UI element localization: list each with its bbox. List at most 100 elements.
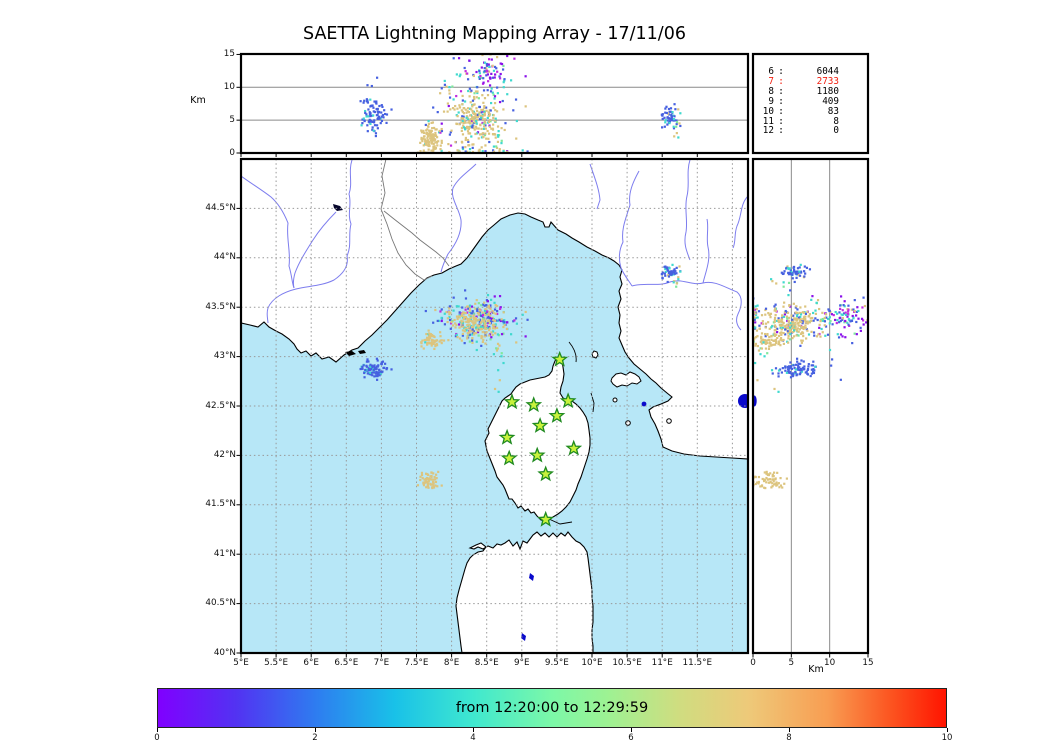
lightning-source-point	[485, 106, 488, 109]
lightning-source-point	[471, 124, 474, 127]
lightning-source-point	[807, 333, 811, 336]
lightning-source-point	[852, 308, 855, 311]
lightning-source-point	[427, 148, 430, 151]
lightning-source-point	[794, 271, 797, 274]
lightning-source-point	[500, 318, 503, 321]
lightning-source-point	[483, 324, 486, 327]
lightning-source-point	[818, 326, 821, 329]
lightning-source-point	[787, 332, 790, 335]
lightning-source-point	[800, 271, 803, 274]
lightning-source-point	[754, 336, 758, 339]
lightning-source-point	[764, 335, 767, 338]
lightning-source-point	[440, 316, 443, 319]
lightning-source-point	[502, 86, 505, 89]
lightning-source-point	[470, 312, 473, 315]
lightning-source-point	[502, 332, 505, 335]
lightning-source-point	[467, 121, 470, 124]
lightning-source-point	[798, 311, 801, 314]
lightning-source-point	[373, 100, 376, 103]
lightning-source-point	[475, 70, 478, 74]
lightning-source-point	[785, 477, 788, 480]
lightning-source-point	[672, 125, 675, 128]
lightning-source-point	[500, 142, 503, 145]
count-colon: :	[778, 125, 784, 137]
lightning-source-point	[760, 342, 763, 345]
lightning-source-point	[479, 314, 482, 317]
count-colon: :	[778, 75, 784, 87]
lightning-source-point	[420, 129, 423, 132]
lightning-source-point	[493, 133, 497, 136]
lightning-source-point	[760, 347, 764, 350]
lightning-source-point	[850, 319, 854, 323]
lightning-source-point	[420, 131, 424, 134]
lma-station-stars	[498, 350, 583, 527]
lightning-source-point	[794, 325, 797, 329]
lightning-source-point	[490, 298, 493, 301]
lightning-source-point	[487, 304, 491, 307]
lightning-source-point	[784, 366, 787, 369]
lightning-source-point	[780, 328, 783, 331]
lightning-source-point	[461, 146, 464, 149]
lightning-source-point	[485, 331, 488, 334]
lightning-source-point	[375, 367, 378, 370]
lightning-source-point	[503, 319, 506, 322]
lightning-source-point	[468, 311, 472, 314]
lightning-source-point	[381, 114, 385, 117]
count-level: 12	[762, 125, 774, 137]
lightning-source-point	[442, 110, 446, 113]
source-count-row: 9:409	[757, 96, 863, 107]
lightning-source-point	[774, 338, 778, 341]
lightning-source-point	[427, 140, 431, 144]
lightning-source-point	[793, 329, 796, 332]
lightning-source-point	[463, 66, 466, 70]
lightning-source-point	[464, 128, 467, 131]
lightning-source-point	[795, 334, 798, 337]
lightning-source-point	[476, 308, 479, 311]
lightning-source-point	[778, 486, 781, 489]
lightning-source-point	[469, 114, 472, 117]
lightning-source-point	[416, 484, 420, 487]
lightning-source-point	[819, 320, 822, 323]
lightning-source-point	[780, 339, 784, 342]
lightning-source-point	[502, 325, 505, 329]
lightning-source-point	[474, 318, 477, 321]
lightning-source-point	[679, 270, 682, 273]
lightning-source-point	[467, 307, 470, 310]
lightning-source-point	[436, 144, 439, 147]
lightning-source-point	[435, 344, 439, 347]
lightning-source-point	[783, 311, 787, 314]
lightning-source-point	[766, 352, 769, 355]
lightning-source-point	[487, 120, 491, 124]
lightning-source-point	[363, 371, 366, 375]
lightning-source-point	[849, 320, 852, 323]
lightning-source-point	[797, 334, 800, 337]
giglio-island	[666, 418, 672, 424]
lightning-source-point	[427, 134, 430, 137]
lightning-source-point	[426, 128, 429, 131]
lightning-source-point	[469, 118, 472, 121]
lightning-source-point	[754, 475, 757, 479]
lightning-source-point	[376, 375, 379, 378]
lightning-source-point	[842, 304, 845, 307]
lightning-source-point	[483, 120, 486, 123]
lightning-source-point	[793, 268, 796, 271]
lightning-source-point	[771, 372, 774, 375]
lightning-source-point	[477, 334, 480, 337]
lightning-source-point	[430, 334, 433, 338]
lightning-source-point	[780, 371, 783, 374]
lightning-source-point	[481, 340, 484, 344]
lightning-source-point	[500, 127, 503, 130]
lightning-source-point	[427, 143, 431, 146]
lightning-source-point	[465, 111, 468, 114]
lightning-source-point	[823, 320, 827, 323]
lightning-source-point	[776, 327, 779, 330]
lightning-source-point	[486, 129, 489, 133]
count-colon: :	[778, 105, 784, 117]
lightning-source-point	[365, 368, 368, 371]
lightning-source-point	[375, 370, 378, 373]
lightning-source-point	[782, 305, 785, 308]
lightning-source-point	[779, 337, 783, 340]
lightning-source-point	[436, 111, 439, 114]
lightning-source-point	[482, 81, 485, 84]
lightning-source-point	[471, 328, 474, 331]
